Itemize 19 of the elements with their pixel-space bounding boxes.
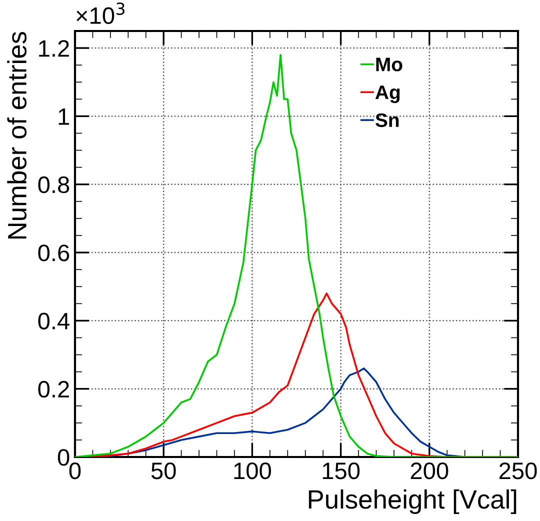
- x-axis-title: Pulseheight [Vcal]: [308, 489, 516, 514]
- legend-label: Mo: [376, 58, 402, 72]
- y-tick-label: 1: [58, 108, 69, 125]
- x-tick-label: 150: [322, 462, 360, 480]
- y-tick-label: 0.4: [38, 312, 70, 330]
- x-tick-label: 250: [499, 462, 537, 480]
- y-axis-title: Number of entries: [7, 32, 27, 239]
- text: ×10$^{3}$: [76, 2, 124, 24]
- y-tick-label: 0.2: [38, 380, 69, 398]
- legend-label: Ag: [375, 86, 400, 104]
- y-tick-label: 0: [58, 449, 70, 466]
- x-tick-label: 0: [69, 462, 81, 480]
- legend-label: Sn: [376, 113, 399, 128]
- x-tick-label: 200: [410, 462, 448, 480]
- x-tick-label: 50: [151, 462, 176, 480]
- x-tick-label: 100: [234, 462, 271, 480]
- y-tick-label: 0.6: [38, 244, 70, 262]
- y-tick-label: 0.8: [38, 176, 70, 194]
- y-tick-label: 1.2: [39, 40, 69, 57]
